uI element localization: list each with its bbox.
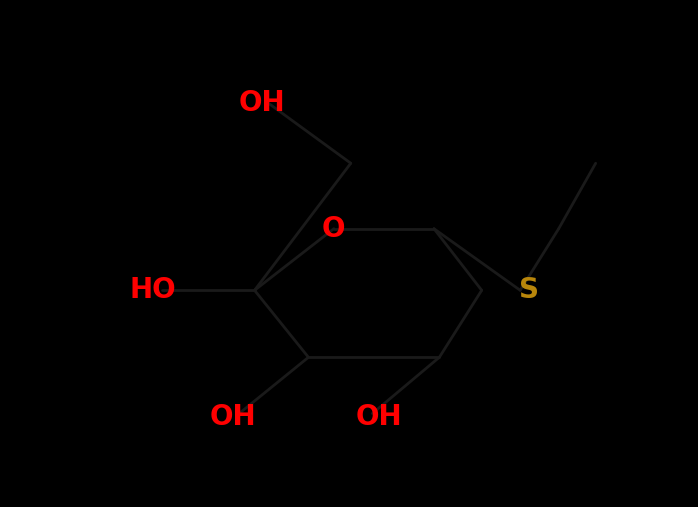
Text: OH: OH <box>355 403 402 430</box>
Text: S: S <box>519 276 540 304</box>
Text: OH: OH <box>239 89 285 117</box>
Text: OH: OH <box>209 403 256 430</box>
Text: HO: HO <box>130 276 176 304</box>
Text: O: O <box>322 214 346 243</box>
